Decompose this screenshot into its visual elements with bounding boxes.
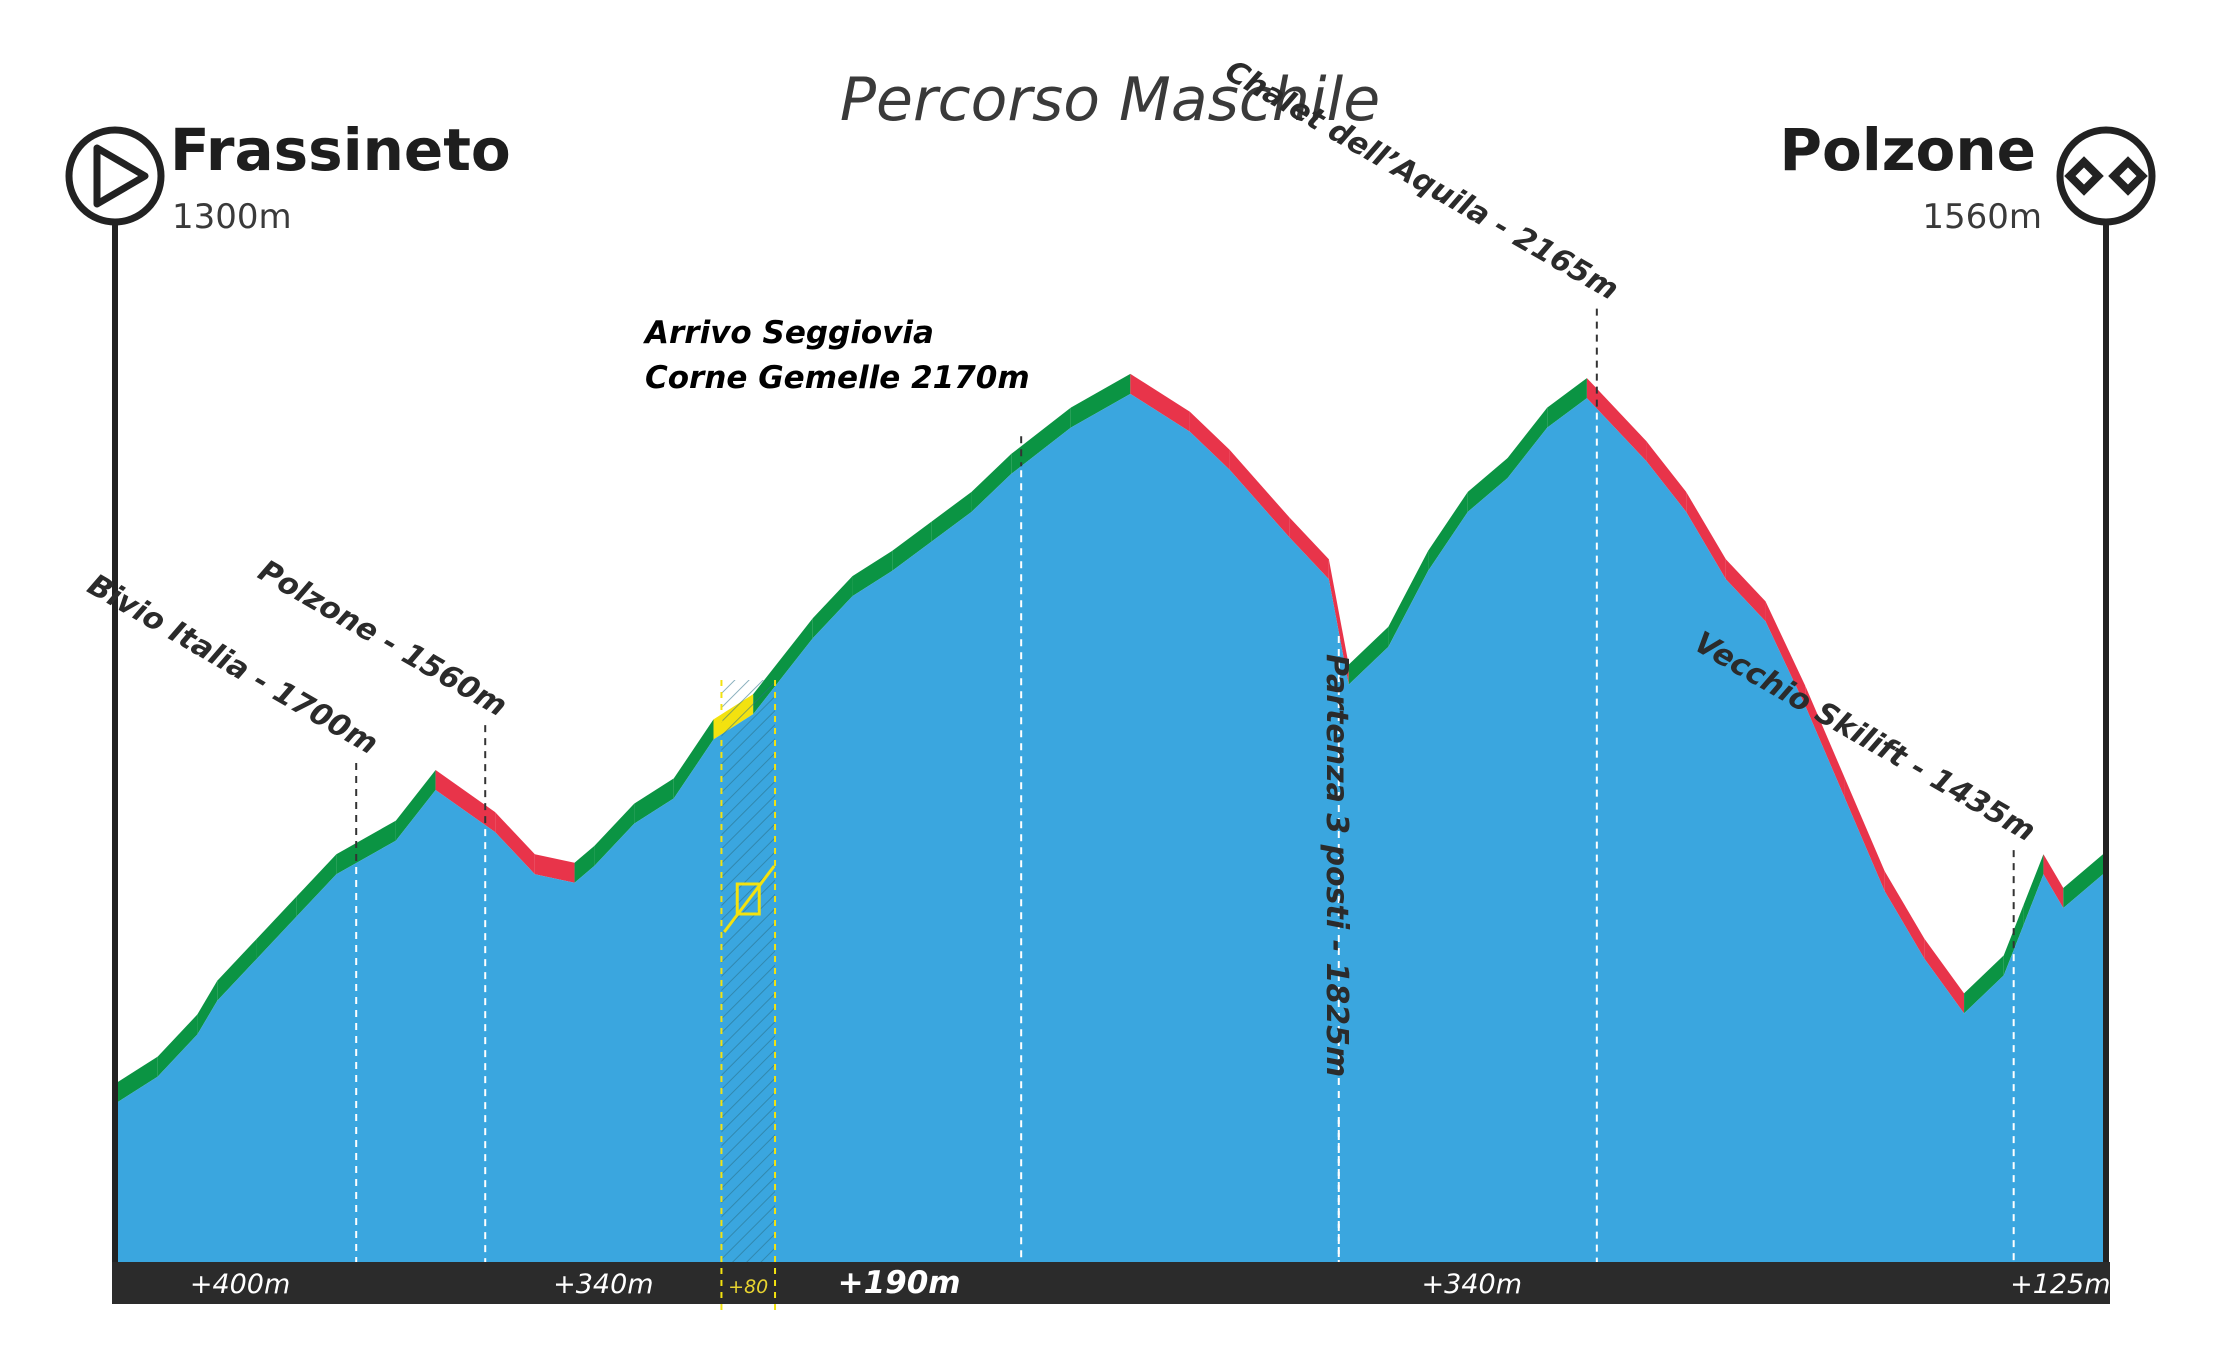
finish-flag-icon — [2056, 126, 2156, 226]
profile-edge-segment — [1348, 626, 1389, 685]
profile-edge-segment — [197, 980, 218, 1035]
finish-elevation: 1560m — [1922, 197, 2042, 237]
gain-label: +190m — [838, 1265, 961, 1301]
waypoint-marker: Partenza 3 posti - 1825m — [1319, 635, 1354, 1300]
profile-edge-segment — [1328, 559, 1349, 685]
profile-edge-segment — [1011, 407, 1071, 474]
marker-label: Partenza 3 posti - 1825m — [1319, 654, 1354, 1077]
profile-edge-segment — [1229, 449, 1290, 538]
marker-label-line2: Corne Gemelle 2170m — [645, 360, 1030, 396]
finish-marker: Polzone 1560m — [1780, 116, 2156, 1262]
profile-edge-segment — [2023, 854, 2044, 925]
profile-edge-segment — [217, 938, 257, 1001]
profile-edge-segment — [1805, 685, 1845, 799]
profile-edge-segment — [1388, 550, 1429, 647]
profile-edge-segment — [157, 1014, 198, 1077]
start-play-triangle — [93, 144, 149, 208]
gain-label: +80 — [728, 1276, 768, 1298]
profile-edge-segment — [812, 576, 853, 639]
lift-hatch-zone — [721, 680, 776, 1262]
profile-edge-segment — [1884, 871, 1925, 959]
profile-edge-segment — [2003, 904, 2024, 976]
profile-edge-segment — [1686, 491, 1726, 580]
profile-edge-segment — [118, 1056, 158, 1102]
gain-label: +400m — [190, 1269, 290, 1300]
start-play-icon — [65, 126, 165, 226]
profile-edge-segment — [1964, 955, 2004, 1014]
profile-edge-segment — [534, 854, 575, 883]
profile-area — [118, 393, 2103, 1262]
gain-label: +340m — [1422, 1269, 1522, 1300]
profile-edge-segment — [892, 521, 932, 571]
profile-edge-segment — [2063, 854, 2103, 908]
profile-edge-segment — [931, 491, 972, 542]
marker-label: Arrivo Seggiovia — [642, 315, 934, 351]
chart-title: Percorso Maschile — [840, 65, 1380, 135]
marker-label: Chalet dell’Aquila - 2165m — [1219, 53, 1624, 307]
profile-edge-segment — [1467, 458, 1508, 512]
profile-edge-segment — [1189, 411, 1230, 470]
gain-bar — [112, 1262, 2110, 1304]
gain-label: +125m — [2010, 1269, 2110, 1300]
profile-edge-segment — [574, 845, 595, 883]
profile-edge-segment — [852, 550, 893, 597]
profile-edge-segment — [1725, 559, 1766, 622]
profile-edge-segment — [435, 770, 496, 833]
profile-edge-segment — [594, 803, 635, 866]
profile-edge-segment — [1924, 938, 1965, 1014]
profile-layer — [118, 373, 2103, 1262]
profile-edge-segment — [336, 820, 396, 875]
profile-edge-segment — [256, 896, 297, 959]
profile-edge-segment — [634, 778, 674, 824]
profile-edge-segment — [1428, 491, 1468, 571]
profile-edge-segment — [1586, 378, 1647, 462]
start-elevation: 1300m — [172, 197, 292, 237]
profile-edge-segment — [1765, 601, 1806, 706]
profile-edge-segment — [673, 719, 714, 799]
gain-bar-labels: +400m +340m +80 +190m +340m +125m — [190, 680, 2111, 1310]
profile-edge-segment — [1130, 373, 1190, 432]
profile-edge-segment — [1507, 407, 1548, 479]
profile-edge-segment — [1289, 517, 1329, 580]
profile-edge-segment — [1646, 441, 1687, 512]
no-bike-icon — [723, 865, 776, 933]
start-marker: Frassineto 1300m — [65, 116, 511, 1262]
profile-edge-segment — [1070, 373, 1131, 428]
profile-edge-segment — [296, 854, 337, 917]
finish-name: Polzone — [1780, 116, 2036, 184]
start-name: Frassineto — [170, 116, 511, 184]
profile-edge-segment — [1844, 778, 1885, 892]
profile-edge-segment — [495, 812, 535, 875]
finish-flag-checker — [2064, 156, 2148, 196]
profile-edge-segment — [2043, 854, 2064, 908]
gain-label: +340m — [553, 1269, 653, 1300]
profile-edge-segment — [395, 770, 436, 841]
waypoint-marker: Arrivo Seggiovia Corne Gemelle 2170m — [642, 315, 1030, 1300]
profile-edge-segment — [1547, 378, 1587, 428]
profile-edge-segment — [971, 453, 1012, 512]
